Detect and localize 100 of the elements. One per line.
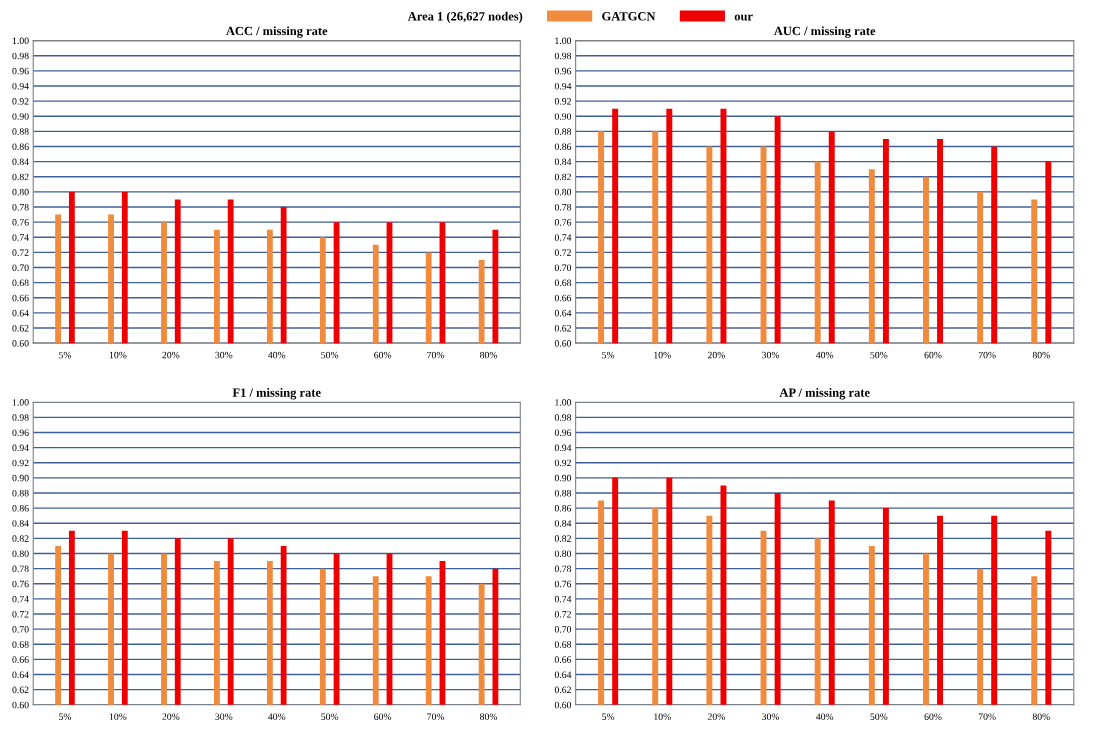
legend-label: GATGCN xyxy=(602,12,656,21)
y-tick-label: 0.84 xyxy=(554,520,572,527)
x-tick-label: 10% xyxy=(109,713,127,720)
y-tick-label: 0.62 xyxy=(12,686,29,694)
y-tick-label: 0.80 xyxy=(12,188,29,196)
x-tick-label: 50% xyxy=(870,351,888,359)
x-tick-label: 5% xyxy=(59,713,72,720)
y-tick-label: 1.00 xyxy=(555,399,572,406)
y-tick-label: 0.74 xyxy=(12,234,29,241)
x-tick-label: 30% xyxy=(762,351,780,359)
y-tick-label: 0.70 xyxy=(554,264,572,272)
y-tick-label: 0.66 xyxy=(12,294,29,302)
x-tick-label: 60% xyxy=(374,351,392,359)
y-tick-label: 0.64 xyxy=(554,671,572,679)
chart-title: AUC / missing rate xyxy=(773,26,876,38)
y-tick-label: 0.88 xyxy=(554,128,572,135)
y-tick-label: 0.84 xyxy=(554,158,572,166)
x-tick-label: 10% xyxy=(109,351,127,359)
y-tick-label: 0.88 xyxy=(12,128,29,135)
x-tick-label: 40% xyxy=(815,713,834,720)
x-tick-label: 80% xyxy=(1032,713,1050,720)
y-tick-label: 0.96 xyxy=(12,429,29,436)
y-tick-label: 0.72 xyxy=(12,610,29,618)
y-tick-label: 0.60 xyxy=(12,340,29,347)
y-tick-label: 0.74 xyxy=(554,595,572,603)
x-tick-label: 60% xyxy=(374,713,392,720)
y-tick-label: 0.76 xyxy=(554,219,572,226)
y-tick-label: 0.98 xyxy=(12,414,29,421)
y-tick-label: 0.70 xyxy=(554,626,572,633)
y-tick-label: 0.70 xyxy=(12,626,29,633)
y-tick-label: 0.66 xyxy=(12,656,29,663)
y-tick-label: 0.62 xyxy=(554,686,571,694)
x-tick-label: 5% xyxy=(602,713,615,720)
y-tick-label: 0.66 xyxy=(554,656,572,663)
y-tick-label: 0.70 xyxy=(12,264,29,272)
y-tick-label: 0.62 xyxy=(554,324,571,332)
chart-title: AP / missing rate xyxy=(779,387,870,400)
y-tick-label: 0.86 xyxy=(554,505,572,512)
y-tick-label: 0.68 xyxy=(12,279,29,287)
y-tick-label: 0.90 xyxy=(12,113,29,120)
y-tick-label: 0.94 xyxy=(554,82,572,90)
y-tick-label: 0.98 xyxy=(554,414,572,421)
y-tick-label: 0.64 xyxy=(554,309,572,317)
x-tick-label: 20% xyxy=(707,351,725,359)
y-tick-label: 0.76 xyxy=(12,580,29,588)
y-tick-label: 0.76 xyxy=(554,580,572,588)
y-tick-label: 0.60 xyxy=(554,340,572,347)
x-tick-label: 5% xyxy=(602,351,615,359)
y-tick-label: 0.76 xyxy=(12,219,29,226)
y-tick-label: 0.66 xyxy=(554,294,572,302)
y-tick-label: 0.92 xyxy=(12,459,29,467)
x-tick-label: 80% xyxy=(479,351,498,359)
y-tick-label: 0.82 xyxy=(554,535,571,542)
y-tick-label: 0.64 xyxy=(12,671,29,679)
x-tick-label: 30% xyxy=(215,713,233,720)
x-tick-label: 70% xyxy=(427,713,445,720)
y-tick-label: 0.94 xyxy=(554,444,572,452)
y-tick-label: 0.88 xyxy=(554,489,572,497)
x-tick-label: 10% xyxy=(654,351,671,359)
y-tick-label: 0.84 xyxy=(12,520,29,527)
y-tick-label: 0.94 xyxy=(12,444,29,452)
y-tick-label: 0.84 xyxy=(12,158,29,166)
y-tick-label: 0.60 xyxy=(12,701,29,709)
x-tick-label: 40% xyxy=(268,351,286,359)
y-tick-label: 0.96 xyxy=(554,67,572,75)
y-tick-label: 0.88 xyxy=(12,489,29,497)
x-tick-label: 70% xyxy=(978,351,996,359)
y-tick-label: 0.74 xyxy=(554,234,572,241)
y-tick-label: 0.72 xyxy=(554,249,571,256)
x-tick-label: 70% xyxy=(978,713,996,720)
x-tick-label: 40% xyxy=(268,713,286,720)
y-tick-label: 0.98 xyxy=(12,52,29,60)
y-tick-label: 0.90 xyxy=(554,113,572,120)
y-tick-label: 0.72 xyxy=(554,610,571,618)
y-tick-label: 1.00 xyxy=(12,399,29,406)
x-tick-label: 30% xyxy=(215,351,233,359)
y-tick-label: 0.72 xyxy=(12,249,29,256)
x-tick-label: 50% xyxy=(321,713,339,720)
y-tick-label: 0.92 xyxy=(554,98,571,105)
x-tick-label: 20% xyxy=(707,713,725,720)
y-tick-label: 0.92 xyxy=(554,459,571,467)
y-tick-label: 0.78 xyxy=(554,565,572,573)
y-tick-label: 0.98 xyxy=(554,52,572,60)
y-tick-label: 0.90 xyxy=(554,474,572,482)
chart-title: F1 / missing rate xyxy=(232,387,321,400)
y-tick-label: 0.82 xyxy=(554,173,571,181)
y-tick-label: 1.00 xyxy=(555,37,572,45)
y-tick-label: 0.68 xyxy=(12,641,29,648)
y-tick-label: 0.80 xyxy=(554,188,572,196)
x-tick-label: 40% xyxy=(815,351,834,359)
x-tick-label: 10% xyxy=(654,713,671,720)
y-tick-label: 0.80 xyxy=(12,550,29,558)
y-tick-label: 0.94 xyxy=(12,82,29,90)
x-tick-label: 20% xyxy=(162,351,180,359)
x-tick-label: 60% xyxy=(924,351,942,359)
x-tick-label: 50% xyxy=(321,351,339,359)
x-tick-label: 60% xyxy=(924,713,942,720)
x-tick-label: 50% xyxy=(870,713,888,720)
y-tick-label: 0.60 xyxy=(554,701,572,709)
x-tick-label: 80% xyxy=(479,713,498,720)
